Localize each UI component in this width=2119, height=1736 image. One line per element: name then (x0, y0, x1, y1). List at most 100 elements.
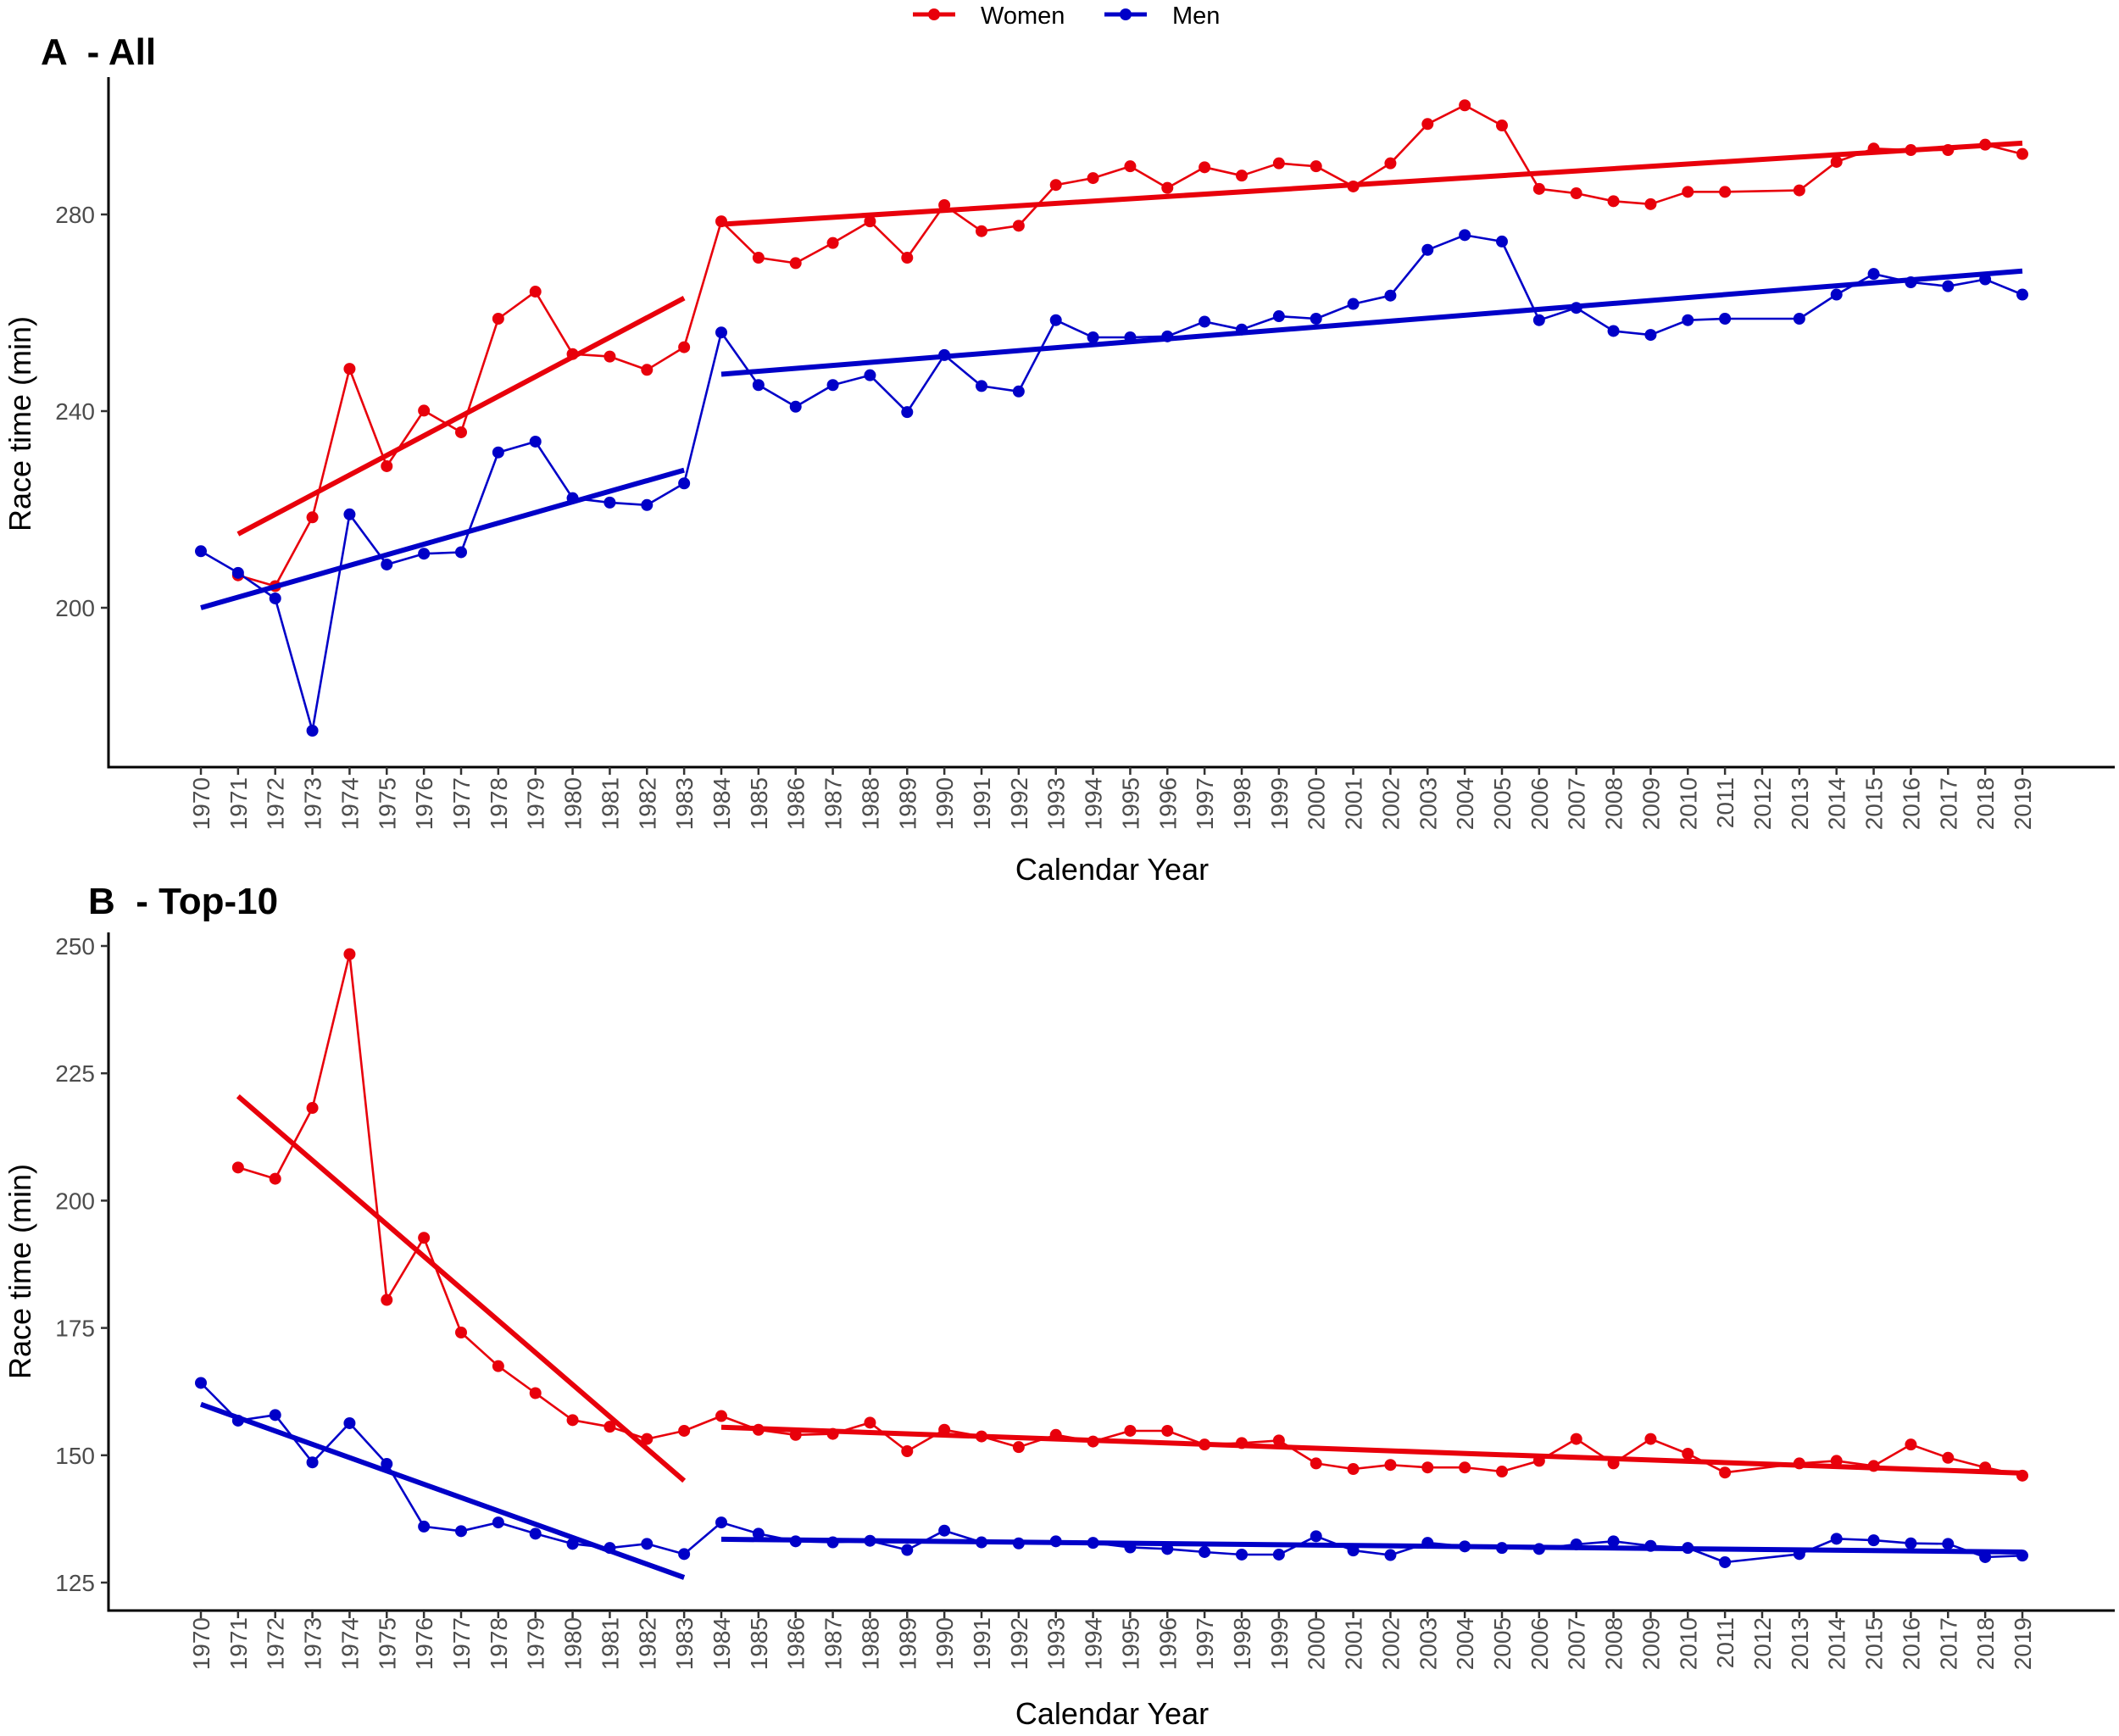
data-point-marker (343, 948, 356, 960)
data-point-marker (418, 1232, 431, 1244)
data-point-marker (603, 1421, 616, 1433)
x-tick-label: 2002 (1377, 1617, 1404, 1670)
x-tick-label: 1995 (1117, 777, 1143, 830)
x-tick-label: 1999 (1266, 1617, 1293, 1670)
x-tick-label: 2017 (1935, 777, 1961, 830)
trend-line (236, 295, 686, 537)
x-tick-label: 2003 (1415, 777, 1441, 830)
x-tick-label: 1995 (1117, 1617, 1143, 1670)
x-tick-label: 2006 (1527, 777, 1553, 830)
data-point-marker (715, 326, 727, 339)
y-tick-label: 225 (55, 1060, 95, 1087)
data-point-marker (1719, 1555, 1732, 1568)
panel-a-title: A - All (41, 31, 156, 73)
series-men (195, 229, 2028, 737)
x-tick-label: 2004 (1452, 1617, 1478, 1670)
data-point-marker (1793, 312, 1805, 325)
data-point-marker (455, 426, 467, 438)
legend-men-marker-icon (1120, 8, 1132, 20)
data-point-marker (1719, 312, 1732, 325)
x-tick-label: 2014 (1824, 777, 1850, 830)
data-point-marker (1049, 314, 1062, 326)
data-point-marker (1236, 1548, 1248, 1561)
data-point-marker (678, 477, 691, 490)
x-tick-label: 2013 (1787, 1617, 1813, 1670)
data-point-marker (901, 252, 914, 264)
x-tick-label: 1989 (894, 1617, 920, 1670)
data-point-marker (1384, 1549, 1397, 1561)
data-point-marker (1719, 186, 1732, 198)
data-point-marker (1421, 118, 1434, 131)
trend-line (720, 1536, 2023, 1555)
data-point-marker (976, 225, 987, 237)
data-point-marker (641, 1433, 653, 1445)
x-tick-label: 1987 (820, 1617, 847, 1670)
x-tick-label: 2009 (1638, 1617, 1664, 1670)
x-tick-label: 1993 (1043, 777, 1070, 830)
legend-item-women: Women (913, 3, 1065, 30)
series-women (231, 948, 2028, 1483)
x-tick-label: 2003 (1415, 1617, 1441, 1670)
data-point-marker (1272, 1434, 1285, 1447)
x-tick-label: 2008 (1601, 1617, 1627, 1670)
data-point-marker (492, 312, 504, 325)
x-tick-label: 2011 (1712, 1617, 1738, 1668)
data-point-marker (418, 548, 431, 560)
x-tick-label: 1990 (932, 777, 958, 830)
y-tick-label: 150 (55, 1443, 95, 1469)
data-point-marker (789, 400, 802, 413)
data-point-marker (2016, 147, 2028, 160)
x-tick-label: 1986 (783, 1617, 809, 1670)
data-point-marker (566, 1414, 579, 1427)
data-point-marker (1310, 160, 1322, 173)
data-point-marker (1012, 220, 1025, 232)
x-tick-label: 2012 (1749, 777, 1776, 830)
series-men (195, 1377, 2028, 1580)
data-point-marker (418, 404, 431, 417)
x-tick-label: 2001 (1341, 777, 1367, 830)
trend-line (720, 268, 2023, 377)
data-point-marker (269, 1172, 281, 1185)
trend-line (200, 467, 685, 610)
data-point-marker (492, 1360, 504, 1372)
data-point-marker (1384, 1459, 1397, 1472)
data-point-marker (1421, 243, 1434, 256)
x-tick-label: 1976 (411, 1617, 437, 1670)
data-point-marker (1532, 182, 1545, 195)
x-tick-label: 2017 (1935, 1617, 1961, 1670)
data-point-marker (306, 511, 319, 524)
x-tick-label: 2015 (1861, 1617, 1888, 1670)
data-point-marker (1496, 235, 1508, 248)
x-tick-label: 1970 (188, 777, 214, 830)
panel-a-plot-area: 200 240 280 1970 1971 1972 1973 1974 1975 1976 197… (55, 77, 2115, 830)
x-tick-label: 2012 (1749, 1617, 1776, 1670)
data-point-marker (678, 341, 691, 353)
x-tick-label: 1998 (1229, 777, 1255, 830)
x-tick-label: 1971 (225, 1617, 252, 1670)
x-tick-label: 2008 (1601, 777, 1627, 830)
x-tick-label: 1977 (448, 777, 475, 830)
data-point-marker (381, 558, 393, 570)
panel-b-title: B - Top-10 (88, 881, 278, 922)
data-point-marker (1682, 186, 1694, 198)
x-tick-label: 2000 (1304, 1617, 1330, 1670)
x-tick-label: 1992 (1006, 777, 1032, 830)
x-tick-label: 1987 (820, 777, 847, 830)
data-point-marker (678, 1424, 691, 1437)
data-point-marker (1421, 1461, 1434, 1474)
x-tick-label: 2013 (1787, 777, 1813, 830)
series-women (231, 99, 2028, 593)
x-tick-label: 2011 (1712, 777, 1738, 828)
data-point-marker (1161, 181, 1174, 194)
x-tick-label: 1976 (411, 777, 437, 830)
data-point-marker (1644, 329, 1657, 342)
data-point-marker (1644, 1433, 1657, 1445)
x-tick-label: 1972 (263, 777, 289, 830)
data-point-marker (529, 1387, 542, 1399)
x-tick-label: 2010 (1675, 1617, 1701, 1670)
x-tick-label: 1974 (336, 1617, 363, 1670)
x-tick-label: 1994 (1081, 1617, 1107, 1670)
data-point-marker (641, 498, 653, 511)
data-point-marker (1905, 1438, 1917, 1451)
